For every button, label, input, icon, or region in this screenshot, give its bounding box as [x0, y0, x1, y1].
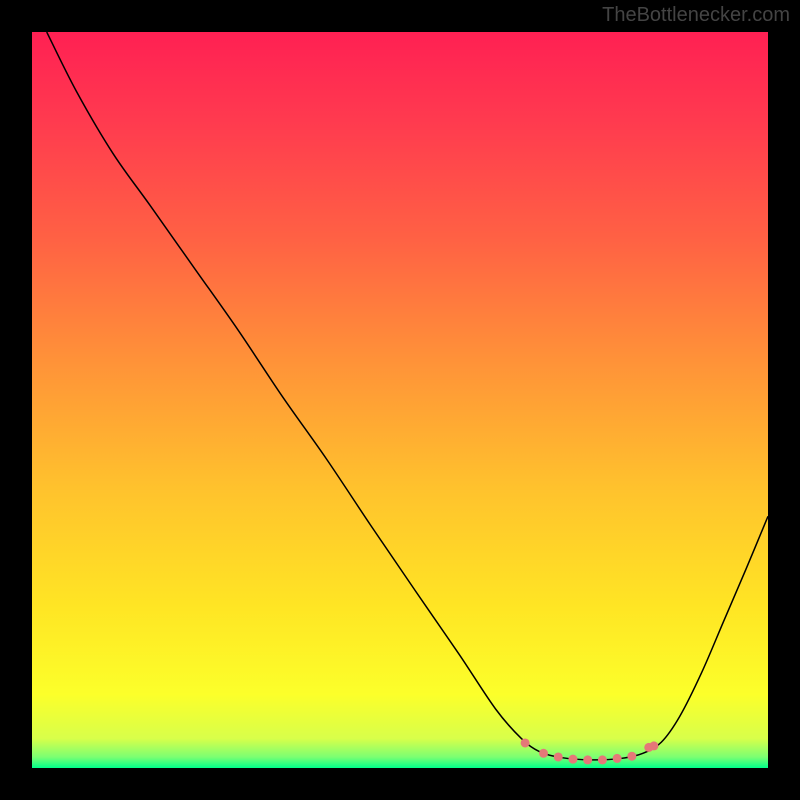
marker-group: [521, 738, 659, 764]
marker-dot: [539, 749, 548, 758]
marker-dot: [613, 754, 622, 763]
marker-dot: [554, 752, 563, 761]
curve-svg: [32, 32, 768, 768]
watermark-text: TheBottlenecker.com: [602, 4, 790, 27]
marker-dot: [568, 755, 577, 764]
marker-dot: [583, 755, 592, 764]
plot-area: [32, 32, 768, 768]
marker-dot: [598, 755, 607, 764]
marker-dot: [649, 741, 658, 750]
marker-dot: [627, 752, 636, 761]
bottleneck-curve: [47, 32, 768, 760]
marker-dot: [521, 738, 530, 747]
chart-container: TheBottlenecker.com: [0, 0, 800, 800]
